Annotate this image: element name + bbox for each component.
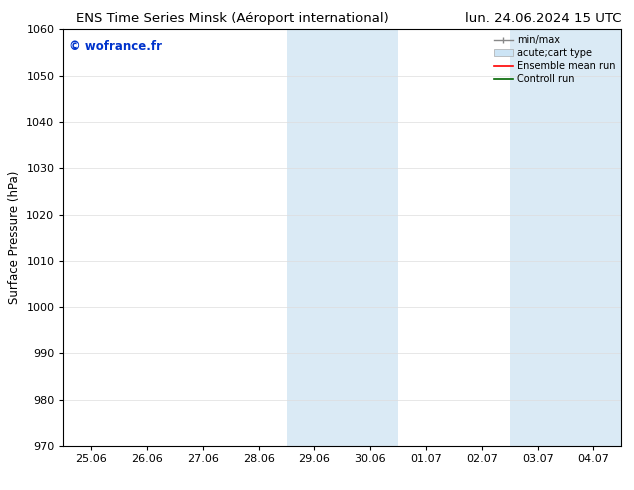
Text: ENS Time Series Minsk (Aéroport international): ENS Time Series Minsk (Aéroport internat…	[76, 12, 389, 25]
Text: lun. 24.06.2024 15 UTC: lun. 24.06.2024 15 UTC	[465, 12, 621, 25]
Y-axis label: Surface Pressure (hPa): Surface Pressure (hPa)	[8, 171, 21, 304]
Bar	[287, 29, 398, 446]
Text: © wofrance.fr: © wofrance.fr	[69, 40, 162, 53]
Legend: min/max, acute;cart type, Ensemble mean run, Controll run: min/max, acute;cart type, Ensemble mean …	[489, 31, 619, 88]
Bar	[510, 29, 621, 446]
